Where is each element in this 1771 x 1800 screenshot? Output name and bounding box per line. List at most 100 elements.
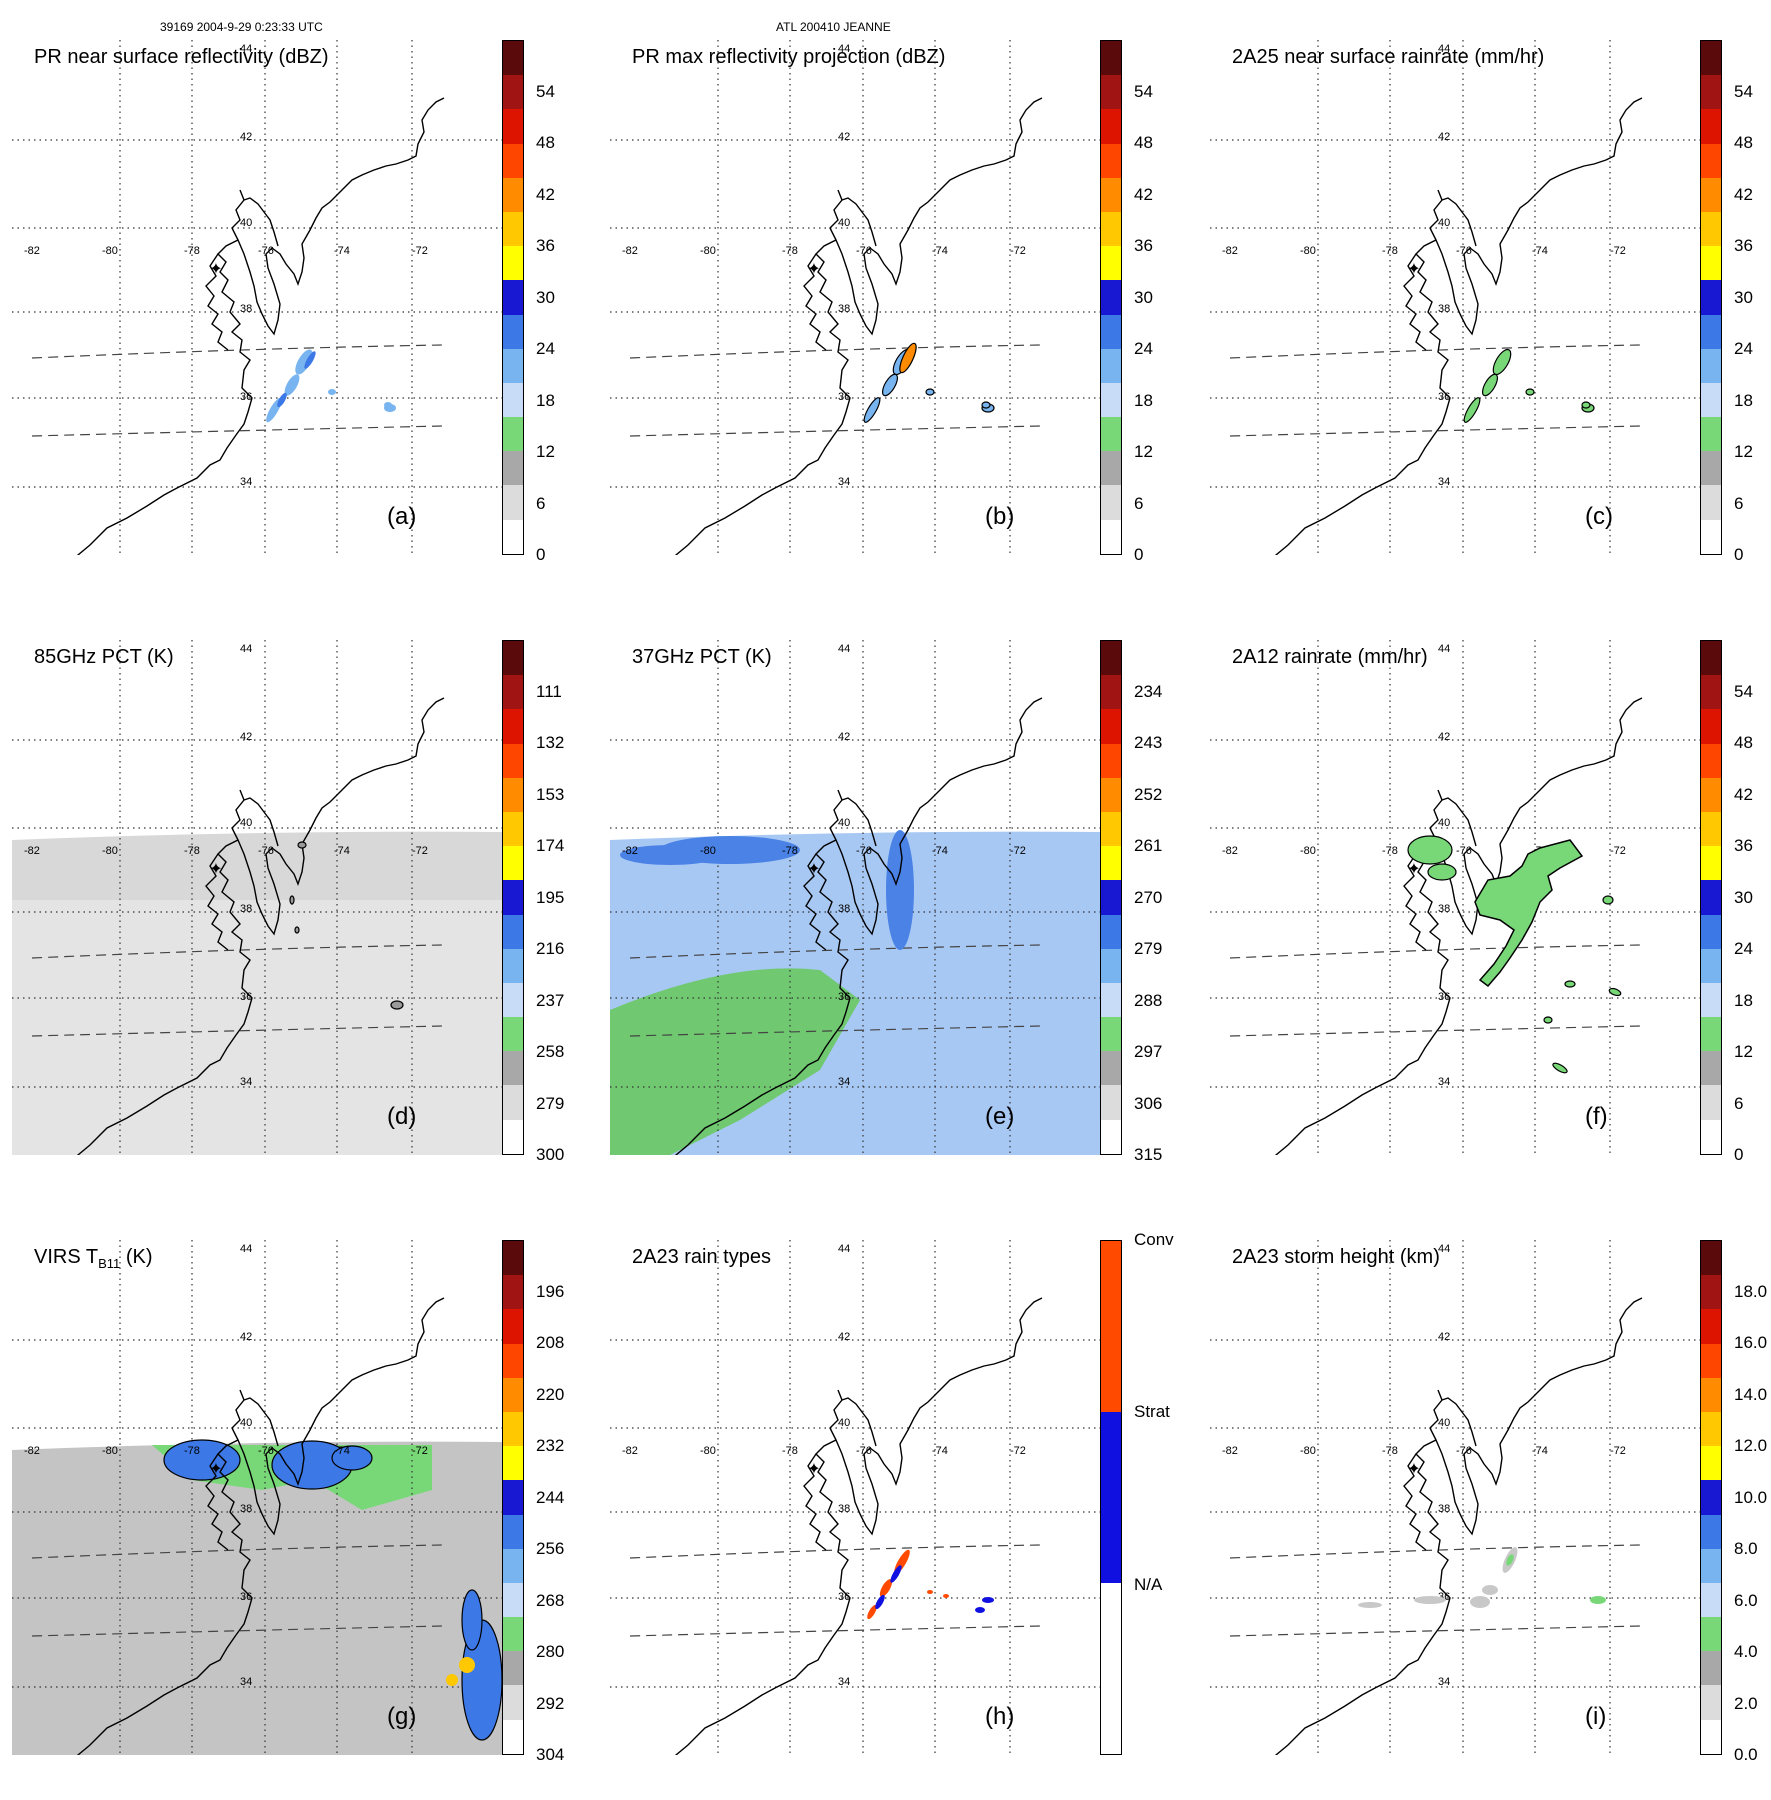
- panel-h: ✦ -82 -80 -78 -76 -74 -72 34 36 38 40 42 44 2A23 rain…: [610, 1230, 1174, 1800]
- lon-label: -80: [1300, 1445, 1316, 1457]
- lon-label: -72: [1610, 1445, 1626, 1457]
- colorbar-tick-label: 18: [1734, 990, 1753, 1010]
- map-c: ✦ -82 -80 -78 -76 -74 -72 34 36 38 40 42 44: [1210, 40, 1700, 555]
- lon-label: -82: [24, 245, 40, 257]
- colorbar-tick-label: 288: [1134, 990, 1163, 1010]
- lon-label: -78: [184, 1445, 200, 1457]
- map-e: ✦ -82 -80 -78 -76 -74 -72 34 36 38 40 42 44: [610, 640, 1100, 1155]
- lon-label: -76: [1456, 245, 1472, 257]
- lon-label: -78: [184, 245, 200, 257]
- lon-label: -78: [1382, 245, 1398, 257]
- colorbar-tick-label: Strat: [1134, 1402, 1170, 1421]
- colorbar-tick-label: 42: [1734, 184, 1753, 204]
- colorbar-tick-label: 42: [536, 184, 555, 204]
- colorbar-tick-label: 42: [1734, 784, 1753, 804]
- panel-label: (b): [985, 503, 1015, 530]
- svg-text:✦: ✦: [209, 1461, 222, 1478]
- colorbar-tick-label: 54: [536, 81, 555, 101]
- lon-label: -74: [932, 1445, 948, 1457]
- colorbar-tick-label: 24: [1134, 339, 1153, 358]
- coastline: [674, 697, 1043, 1155]
- colorbar-tick-label: 6.0: [1734, 1590, 1758, 1610]
- colorbar-tick-label: 270: [1134, 887, 1163, 907]
- lat-label: 44: [1438, 43, 1450, 55]
- svg-text:✦: ✦: [209, 861, 222, 878]
- storm-header: ATL 200410 JEANNE: [776, 20, 891, 34]
- colorbar-tick-label: 0: [1734, 545, 1744, 564]
- lat-label: 34: [240, 1676, 252, 1688]
- colorbar-tick-label: 279: [536, 1093, 565, 1113]
- coastline: [76, 97, 445, 555]
- lat-label: 42: [838, 131, 850, 143]
- colorbar-tick-label: 12: [1734, 1042, 1753, 1061]
- lon-label: -80: [700, 245, 716, 257]
- colorbar-tick-label: 237: [536, 990, 565, 1010]
- lat-label: 42: [240, 731, 252, 743]
- lon-label: -74: [1532, 245, 1548, 257]
- colorbar: [502, 1240, 524, 1755]
- colorbar-tick-label: 232: [536, 1436, 565, 1455]
- panel-title: 2A12 rainrate (mm/hr): [1232, 646, 1428, 668]
- colorbar-tick-label: 4.0: [1734, 1642, 1758, 1661]
- colorbar-tick-label: 174: [536, 836, 565, 855]
- lon-label: -82: [622, 1445, 638, 1457]
- lon-label: -78: [1382, 845, 1398, 857]
- lon-label: -76: [1456, 1445, 1472, 1457]
- lat-label: 36: [838, 1591, 850, 1603]
- colorbar-tick-label: 243: [1134, 733, 1163, 752]
- colorbar-tick-label: 252: [1134, 784, 1163, 804]
- panel-g: ✦ -82 -80 -78 -76 -74 -72 34 36 38 40 42 44 VIRS TB11…: [12, 1240, 572, 1800]
- colorbar-tick-label: 292: [536, 1693, 565, 1713]
- lon-label: -74: [334, 845, 350, 857]
- panel-c: ✦ -82 -80 -78 -76 -74 -72 34 36 38 40 42 44 2A25 near…: [1210, 40, 1770, 600]
- lon-label: -82: [622, 245, 638, 257]
- colorbar-tick-label: 0: [536, 545, 546, 564]
- colorbar-tick-label: 244: [536, 1487, 565, 1507]
- lon-label: -76: [1456, 845, 1472, 857]
- colorbar-tick-label: 18: [536, 390, 555, 410]
- colorbar-tick-label: 0.0: [1734, 1745, 1758, 1764]
- panel-b: ✦ -82 -80 -78 -76 -74 -72 34 36 38 40 42 44 PR max re…: [610, 40, 1170, 600]
- panel-label: (d): [387, 1103, 417, 1130]
- colorbar-tick-label: 6: [1734, 493, 1744, 513]
- lon-label: -82: [1222, 1445, 1238, 1457]
- lat-label: 40: [240, 817, 252, 829]
- map-a: ✦ -82 -80 -78 -76 -74 -72 34 36 38 40 42 44: [12, 40, 502, 555]
- colorbar-tick-label: 36: [1734, 236, 1753, 255]
- lat-label: 42: [838, 1331, 850, 1343]
- lon-label: -76: [258, 1445, 274, 1457]
- colorbar-tick-label: 18: [1734, 390, 1753, 410]
- lat-label: 38: [240, 303, 252, 315]
- svg-text:✦: ✦: [807, 1461, 820, 1478]
- colorbar-tick-label: 297: [1134, 1042, 1163, 1061]
- colorbar-tick-label: 36: [1134, 236, 1153, 255]
- colorbar-tick-label: 18.0: [1734, 1281, 1768, 1301]
- lon-label: -72: [1010, 1445, 1026, 1457]
- lat-label: 42: [1438, 131, 1450, 143]
- lon-label: -72: [1610, 245, 1626, 257]
- colorbar: [502, 40, 524, 555]
- lat-label: 40: [838, 217, 850, 229]
- svg-text:✦: ✦: [1407, 261, 1420, 278]
- lat-label: 34: [838, 1676, 850, 1688]
- lon-label: -80: [1300, 845, 1316, 857]
- colorbar-tick-label: 111: [536, 681, 562, 701]
- colorbar-tick-label: 216: [536, 939, 565, 958]
- colorbar-tick-label: 42: [1134, 184, 1153, 204]
- svg-text:✦: ✦: [807, 261, 820, 278]
- colorbar-tick-label: 234: [1134, 681, 1163, 701]
- panel-title: 85GHz PCT (K): [34, 646, 174, 668]
- lat-label: 40: [240, 217, 252, 229]
- panel-title: 2A23 rain types: [632, 1246, 771, 1268]
- lon-label: -78: [782, 1445, 798, 1457]
- colorbar-tick-label: 30: [1134, 287, 1153, 307]
- panel-label: (c): [1585, 503, 1613, 530]
- colorbar-tick-label: 48: [1734, 733, 1753, 752]
- panel-label: (e): [985, 1103, 1015, 1130]
- colorbar-tick-label: 12: [1734, 442, 1753, 461]
- coastline: [674, 97, 1043, 555]
- lat-label: 36: [240, 391, 252, 403]
